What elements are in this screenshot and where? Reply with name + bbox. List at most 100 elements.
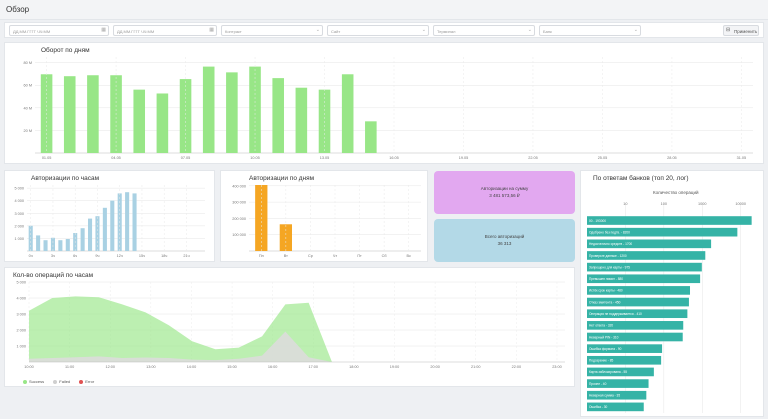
page-title: Обзор [6,5,30,14]
y-tick-label: 1 000 [14,237,24,241]
x-tick-label: 3ч [51,254,55,258]
y-tick-label: 80 М [24,61,32,65]
bar [587,286,691,295]
bank-responses-axis-label: Количество операций [653,190,699,195]
x-tick-label: 21ч [183,254,189,258]
turnover-by-day-chart: 20 М 40 М 60 М 80 М 01.05 04.05 07.05 10.05 13.0… [24,57,753,160]
x-tick-label: 15ч [139,254,145,258]
chevron-down-icon: ⌄ [315,27,320,33]
y-tick-label: 3 000 [16,313,26,317]
bar-label: Неверная сумма - 35 [589,394,620,398]
bar [587,239,712,249]
bar [226,72,238,153]
date-from-field[interactable]: ДД.ММ.ГГГГ ЧЧ:ММ ▦ [9,25,109,36]
bar [587,309,688,319]
legend-error-label: Error [85,379,95,384]
bar [43,240,48,251]
y-tick-label: 4 000 [14,199,24,203]
x-tick-label: 11:00 [65,365,74,369]
bar [587,390,647,400]
bar-label: Операция не поддерживается - 410 [589,312,642,316]
legend-failed-label: Failed [59,379,71,384]
x-tick-label: 13.05 [320,156,330,160]
x-tick-label: 19.05 [459,156,469,160]
x-tick-label: 10000 [735,202,746,206]
bar-label: Недостаточно средств - 1700 [589,242,632,246]
x-tick-label: Чт [333,254,338,258]
x-tick-label: 16.05 [389,156,399,160]
bar-label: Запрещено для карты - 975 [589,265,630,269]
x-tick-label: Сб [382,254,388,258]
terminal-placeholder: Терминал [437,29,456,34]
bar [202,66,215,153]
bar [587,379,649,388]
x-tick-label: 13:00 [146,365,156,369]
auth-by-hour-card: Авторизации по часам 1 000 2 000 3 000 4 00… [4,170,215,262]
y-tick-label: 5 000 [14,187,24,191]
legend-success-label: Success [29,379,45,384]
legend-failed[interactable]: Failed [53,379,70,384]
legend-error[interactable]: Error [79,379,94,384]
ops-by-hour-title: Кол-во операций по часам [13,272,94,279]
bar [587,216,752,225]
y-tick-label: 2 000 [14,224,24,228]
bar [132,193,137,251]
bar [156,93,169,153]
bank-responses-chart: 10 100 1000 10000 00 - 193000 Одобрено без по… [587,202,752,413]
date-from-placeholder: ДД.ММ.ГГГГ ЧЧ:ММ [13,29,51,34]
bar [587,402,644,412]
legend-success[interactable]: Success [23,379,44,384]
legend-dot-failed [53,379,58,384]
contract-select[interactable]: Контракт ⌄ [221,25,323,36]
site-placeholder: Сайт [331,29,341,34]
bar-label: 00 - 193000 [589,219,606,223]
bank-responses-card: По ответам банков (топ 20, лог) Количест… [580,170,764,417]
x-tick-label: 1000 [698,202,706,206]
bar-label: Прочее - 40 [589,382,607,386]
x-tick-label: 10.05 [250,156,260,160]
filter-icon: ⊟ [726,27,731,33]
y-tick-label: 100 000 [232,233,246,237]
x-tick-label: 04.05 [111,156,121,160]
ops-legend: Success Failed Error [23,379,102,384]
bar [63,76,76,153]
kpi-auth-count-value: 36 313 [497,241,512,246]
kpi-auth-count: Всего авторизаций 36 313 [434,219,575,262]
y-tick-label: 2 000 [16,329,26,333]
y-tick-label: 300 000 [232,201,246,205]
x-tick-label: 25.05 [598,156,608,160]
bar [587,344,663,353]
x-tick-label: 12ч [117,254,123,258]
apply-button[interactable]: ⊟ Применить [723,25,759,36]
x-tick-label: 10 [623,202,627,206]
bar [36,235,41,251]
x-tick-label: 22:00 [512,365,522,369]
bar-label: Превышен лимит - 880 [589,277,623,281]
bar [88,218,93,251]
x-tick-label: 20:00 [430,365,440,369]
series-area-success [29,296,332,362]
x-tick-label: 19:00 [390,365,400,369]
bar [50,237,55,251]
date-to-field[interactable]: ДД.ММ.ГГГГ ЧЧ:ММ ▦ [113,25,217,36]
bar [587,297,689,307]
legend-dot-error [79,379,84,384]
x-tick-label: 100 [661,202,667,206]
kpi-auth-count-label: Всего авторизаций [484,234,525,239]
x-tick-label: 10:00 [24,365,34,369]
contract-placeholder: Контракт [225,29,242,34]
y-tick-label: 60 М [24,84,32,88]
y-tick-label: 20 М [24,129,32,133]
ops-by-hour-chart: 1 000 2 000 3 000 4 000 5 000 10:00 11:00 12:00… [16,281,565,369]
bar [587,262,702,272]
bank-select[interactable]: Банк ⌄ [539,25,641,36]
bar-label: Ошибка формата - 90 [589,347,622,351]
terminal-select[interactable]: Терминал ⌄ [433,25,535,36]
calendar-icon: ▦ [101,27,106,33]
site-select[interactable]: Сайт ⌄ [327,25,429,36]
bar [179,79,192,153]
x-tick-label: 23:00 [552,365,562,369]
turnover-by-day-card: Оборот по дням 20 М 40 М 60 М 80 М 01.05 04.0… [4,42,764,164]
x-tick-label: 28.05 [667,156,677,160]
x-tick-label: 15:00 [227,365,237,369]
